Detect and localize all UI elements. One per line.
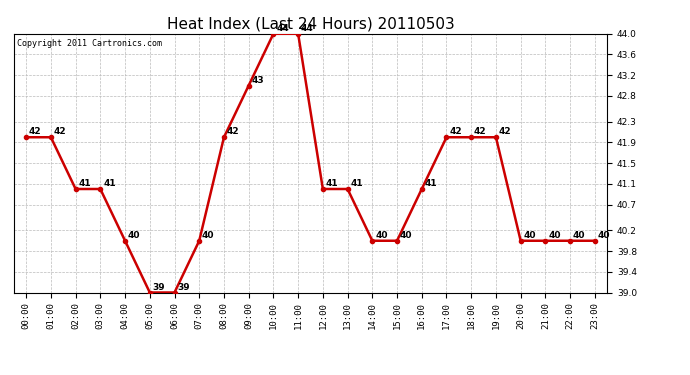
Text: 39: 39 xyxy=(152,283,165,292)
Text: 40: 40 xyxy=(400,231,413,240)
Text: 42: 42 xyxy=(449,128,462,136)
Text: Copyright 2011 Cartronics.com: Copyright 2011 Cartronics.com xyxy=(17,39,161,48)
Text: 40: 40 xyxy=(548,231,561,240)
Text: 41: 41 xyxy=(326,179,338,188)
Text: 41: 41 xyxy=(424,179,437,188)
Text: 40: 40 xyxy=(598,231,610,240)
Text: 42: 42 xyxy=(29,128,41,136)
Text: 41: 41 xyxy=(351,179,363,188)
Text: 40: 40 xyxy=(202,231,215,240)
Text: 40: 40 xyxy=(375,231,388,240)
Text: 42: 42 xyxy=(499,128,511,136)
Title: Heat Index (Last 24 Hours) 20110503: Heat Index (Last 24 Hours) 20110503 xyxy=(166,16,455,31)
Text: 42: 42 xyxy=(474,128,486,136)
Text: 44: 44 xyxy=(276,24,289,33)
Text: 40: 40 xyxy=(573,231,585,240)
Text: 42: 42 xyxy=(54,128,66,136)
Text: 40: 40 xyxy=(128,231,140,240)
Text: 40: 40 xyxy=(524,231,536,240)
Text: 44: 44 xyxy=(301,24,314,33)
Text: 41: 41 xyxy=(79,179,91,188)
Text: 43: 43 xyxy=(251,76,264,85)
Text: 42: 42 xyxy=(227,128,239,136)
Text: 39: 39 xyxy=(177,283,190,292)
Text: 41: 41 xyxy=(103,179,116,188)
